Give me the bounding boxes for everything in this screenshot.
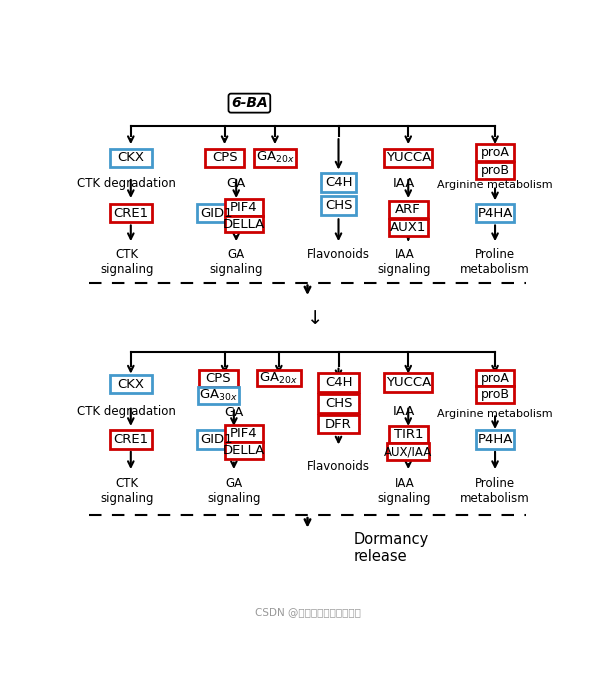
Text: GID1: GID1 bbox=[200, 207, 233, 219]
FancyBboxPatch shape bbox=[224, 425, 263, 442]
Text: DELLA: DELLA bbox=[223, 217, 265, 231]
FancyBboxPatch shape bbox=[476, 204, 514, 222]
Text: proB: proB bbox=[481, 389, 509, 401]
FancyBboxPatch shape bbox=[224, 199, 263, 215]
Text: PIF4: PIF4 bbox=[230, 201, 258, 214]
Text: CHS: CHS bbox=[325, 199, 352, 212]
FancyBboxPatch shape bbox=[320, 196, 356, 215]
FancyBboxPatch shape bbox=[384, 373, 432, 392]
FancyBboxPatch shape bbox=[389, 219, 428, 236]
Text: Flavonoids: Flavonoids bbox=[307, 248, 370, 261]
FancyBboxPatch shape bbox=[110, 204, 152, 222]
Text: Flavonoids: Flavonoids bbox=[307, 460, 370, 473]
Text: YUCCA: YUCCA bbox=[386, 151, 431, 164]
Text: CPS: CPS bbox=[212, 151, 238, 164]
FancyBboxPatch shape bbox=[198, 387, 239, 404]
Text: GA$_{20x}$: GA$_{20x}$ bbox=[259, 370, 298, 386]
Text: GA: GA bbox=[224, 405, 244, 419]
FancyBboxPatch shape bbox=[110, 149, 152, 167]
FancyBboxPatch shape bbox=[197, 431, 236, 449]
FancyBboxPatch shape bbox=[224, 442, 263, 459]
Text: GA$_{20x}$: GA$_{20x}$ bbox=[256, 150, 295, 166]
FancyBboxPatch shape bbox=[197, 204, 236, 222]
FancyBboxPatch shape bbox=[257, 370, 301, 387]
Text: CKX: CKX bbox=[118, 377, 145, 391]
Text: CPS: CPS bbox=[206, 373, 231, 385]
Text: Proline
metabolism: Proline metabolism bbox=[460, 477, 530, 505]
Text: CKX: CKX bbox=[118, 151, 145, 164]
Text: YUCCA: YUCCA bbox=[386, 376, 431, 389]
Text: GID1: GID1 bbox=[200, 433, 233, 446]
FancyBboxPatch shape bbox=[389, 201, 428, 218]
FancyBboxPatch shape bbox=[224, 215, 263, 233]
Text: GA: GA bbox=[227, 177, 246, 190]
FancyBboxPatch shape bbox=[384, 149, 432, 167]
Text: CTK
signaling: CTK signaling bbox=[100, 477, 154, 505]
FancyBboxPatch shape bbox=[254, 149, 296, 167]
Text: GA
signaling: GA signaling bbox=[209, 248, 263, 276]
Text: CTK
signaling: CTK signaling bbox=[100, 248, 154, 276]
FancyBboxPatch shape bbox=[476, 387, 514, 403]
Text: CSDN @代谢组学相关资讯分享: CSDN @代谢组学相关资讯分享 bbox=[254, 607, 361, 617]
FancyBboxPatch shape bbox=[317, 415, 359, 433]
FancyBboxPatch shape bbox=[476, 144, 514, 161]
Text: AUX/IAA: AUX/IAA bbox=[384, 445, 433, 459]
Text: ARF: ARF bbox=[395, 203, 421, 216]
FancyBboxPatch shape bbox=[389, 426, 428, 442]
Text: ↓: ↓ bbox=[307, 309, 323, 329]
FancyBboxPatch shape bbox=[476, 431, 514, 449]
Text: Proline
metabolism: Proline metabolism bbox=[460, 248, 530, 276]
Text: C4H: C4H bbox=[325, 376, 352, 389]
FancyBboxPatch shape bbox=[476, 370, 514, 387]
Text: proB: proB bbox=[481, 164, 509, 178]
Text: CTK degradation: CTK degradation bbox=[77, 405, 176, 418]
Text: CTK degradation: CTK degradation bbox=[77, 177, 176, 190]
Text: AUX1: AUX1 bbox=[390, 221, 427, 233]
Text: CRE1: CRE1 bbox=[113, 433, 148, 446]
Text: CHS: CHS bbox=[325, 397, 352, 410]
FancyBboxPatch shape bbox=[320, 173, 356, 192]
Text: TIR1: TIR1 bbox=[394, 428, 423, 441]
Text: P4HA: P4HA bbox=[478, 433, 513, 446]
Text: PIF4: PIF4 bbox=[230, 427, 258, 440]
Text: IAA: IAA bbox=[393, 177, 416, 190]
FancyBboxPatch shape bbox=[205, 149, 244, 167]
Text: proA: proA bbox=[481, 146, 509, 159]
FancyBboxPatch shape bbox=[317, 394, 359, 412]
Text: DFR: DFR bbox=[325, 418, 352, 431]
Text: Arginine metabolism: Arginine metabolism bbox=[437, 180, 553, 190]
Text: P4HA: P4HA bbox=[478, 207, 513, 219]
Text: DELLA: DELLA bbox=[223, 444, 265, 457]
Text: GA
signaling: GA signaling bbox=[207, 477, 260, 505]
Text: IAA
signaling: IAA signaling bbox=[377, 477, 431, 505]
Text: Arginine metabolism: Arginine metabolism bbox=[437, 409, 553, 419]
Text: GA$_{30x}$: GA$_{30x}$ bbox=[199, 388, 238, 403]
FancyBboxPatch shape bbox=[110, 431, 152, 449]
FancyBboxPatch shape bbox=[388, 443, 429, 461]
Text: 6-BA: 6-BA bbox=[231, 96, 268, 110]
Text: proA: proA bbox=[481, 372, 509, 384]
FancyBboxPatch shape bbox=[476, 162, 514, 180]
Text: IAA: IAA bbox=[393, 405, 416, 418]
FancyBboxPatch shape bbox=[317, 373, 359, 392]
Text: Dormancy
release: Dormancy release bbox=[354, 532, 429, 564]
FancyBboxPatch shape bbox=[199, 370, 238, 387]
Text: CRE1: CRE1 bbox=[113, 207, 148, 219]
FancyBboxPatch shape bbox=[110, 375, 152, 394]
Text: IAA
signaling: IAA signaling bbox=[377, 248, 431, 276]
Text: C4H: C4H bbox=[325, 176, 352, 189]
